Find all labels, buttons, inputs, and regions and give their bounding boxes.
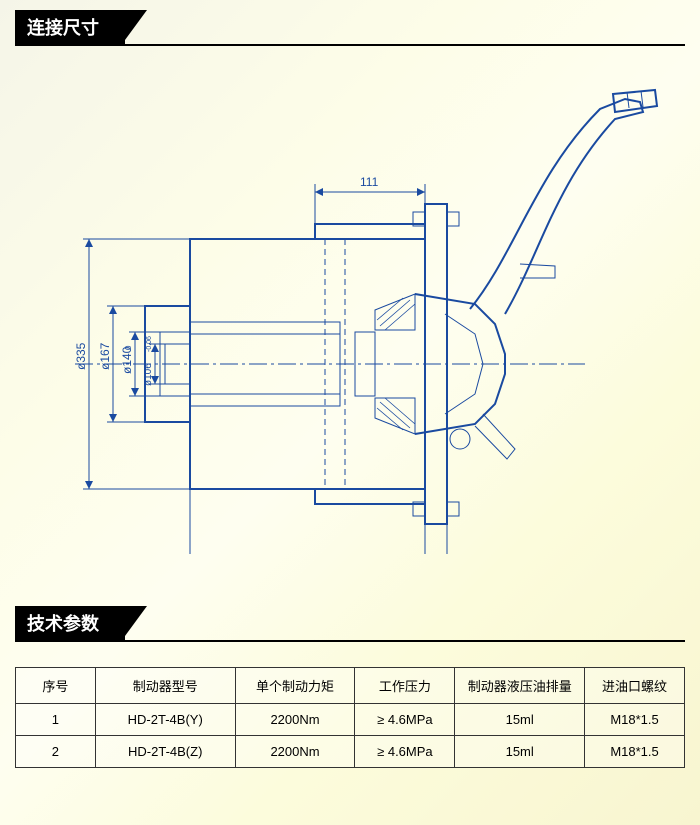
- technical-params-header-wrap: 技术参数: [15, 606, 685, 642]
- bearing-lower: [375, 398, 415, 434]
- table-row: 1 HD-2T-4B(Y) 2200Nm ≥ 4.6MPa 15ml M18*1…: [16, 704, 685, 736]
- engineering-drawing: 111 ø335 ø167 ø140 0 ø106 -0.06: [15, 54, 685, 598]
- dim-d140-tol-top: 0: [124, 345, 133, 350]
- connection-dimensions-title: 连接尺寸: [15, 10, 125, 44]
- cell: 2: [16, 736, 96, 768]
- col-model: 制动器型号: [95, 668, 235, 704]
- col-pressure: 工作压力: [355, 668, 455, 704]
- dim-width-111: 111: [360, 175, 379, 189]
- drawing-svg: 111 ø335 ø167 ø140 0 ø106 -0.06: [15, 54, 685, 598]
- bearing-upper: [375, 294, 415, 330]
- spec-header-row: 序号 制动器型号 单个制动力矩 工作压力 制动器液压油排量 进油口螺纹: [16, 668, 685, 704]
- dim-d167: ø167: [98, 342, 112, 370]
- cell: ≥ 4.6MPa: [355, 736, 455, 768]
- connection-dimensions-header-wrap: 连接尺寸: [15, 10, 685, 46]
- cell: HD-2T-4B(Z): [95, 736, 235, 768]
- cell: 15ml: [455, 704, 585, 736]
- col-thread: 进油口螺纹: [585, 668, 685, 704]
- cell: 15ml: [455, 736, 585, 768]
- dim-d335: ø335: [74, 342, 88, 370]
- cell: HD-2T-4B(Y): [95, 704, 235, 736]
- col-displacement: 制动器液压油排量: [455, 668, 585, 704]
- col-torque: 单个制动力矩: [235, 668, 355, 704]
- spec-table: 序号 制动器型号 单个制动力矩 工作压力 制动器液压油排量 进油口螺纹 1 HD…: [15, 667, 685, 768]
- cell: 1: [16, 704, 96, 736]
- table-row: 2 HD-2T-4B(Z) 2200Nm ≥ 4.6MPa 15ml M18*1…: [16, 736, 685, 768]
- dim-d106-tol: -0.06: [146, 336, 153, 352]
- cell: M18*1.5: [585, 704, 685, 736]
- cell: 2200Nm: [235, 704, 355, 736]
- cell: ≥ 4.6MPa: [355, 704, 455, 736]
- dim-d106: ø106: [143, 363, 154, 386]
- cell: M18*1.5: [585, 736, 685, 768]
- col-index: 序号: [16, 668, 96, 704]
- cell: 2200Nm: [235, 736, 355, 768]
- technical-params-title: 技术参数: [15, 606, 125, 640]
